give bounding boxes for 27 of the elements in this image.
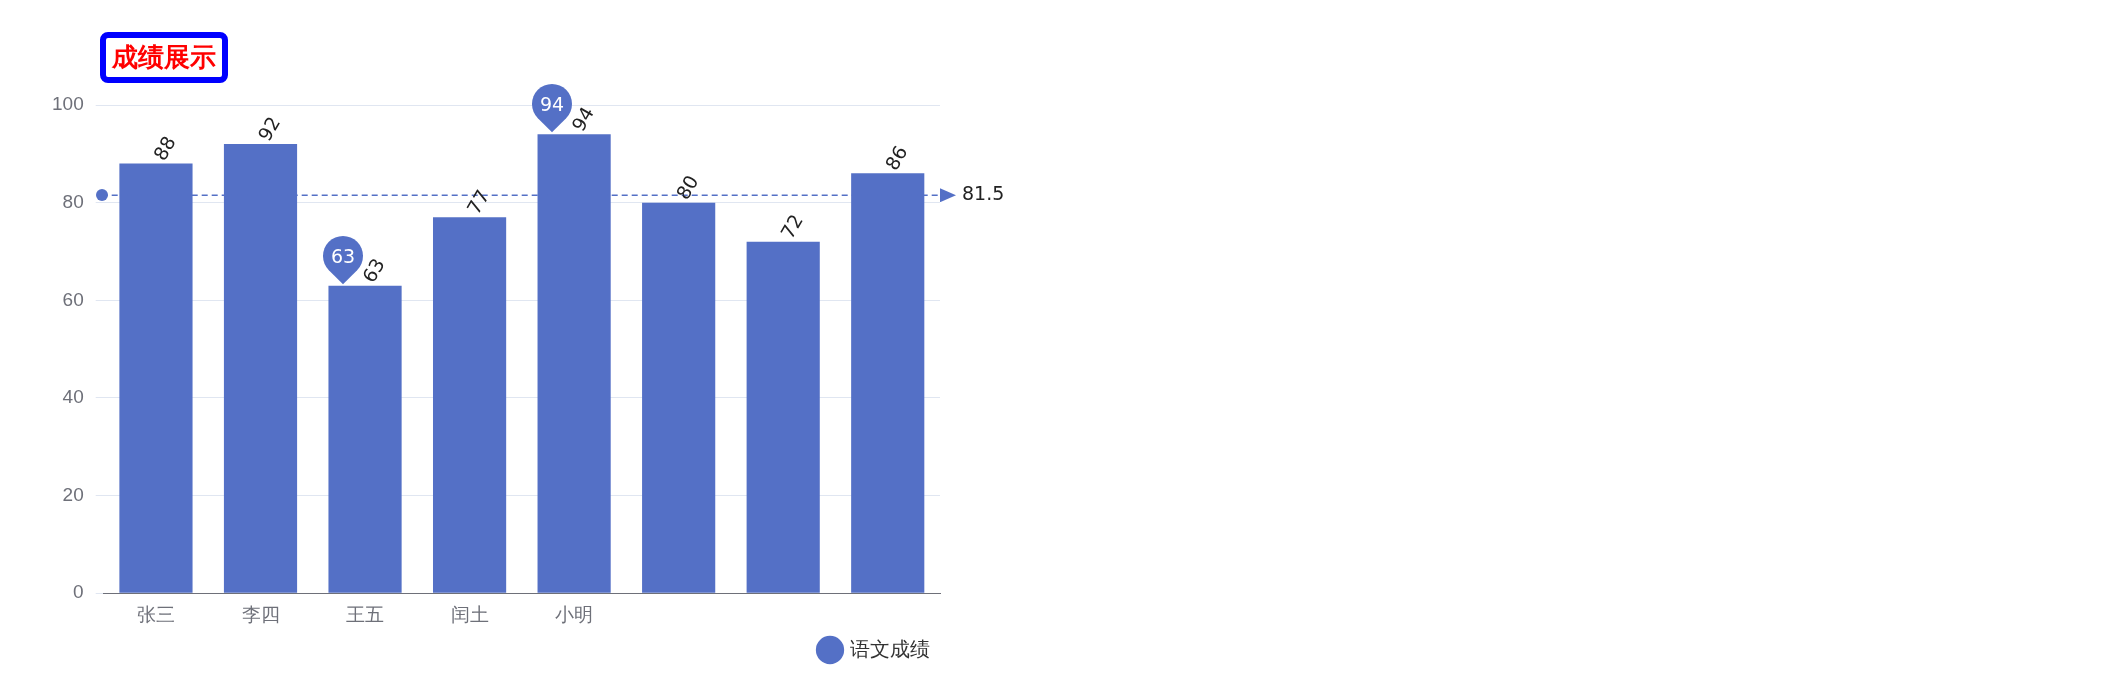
data-label: 77 (462, 185, 494, 218)
x-tick-label: 王五 (346, 603, 385, 625)
data-label: 88 (148, 132, 180, 165)
y-tick-label: 40 (62, 386, 84, 408)
data-label: 80 (671, 171, 703, 204)
y-tick-label: 20 (62, 483, 84, 505)
ref-line-label: 81.5 (962, 182, 1005, 205)
annotation: 63 (330, 244, 356, 267)
legend-label: 语文成绩 (850, 637, 930, 660)
data-label: 94 (566, 102, 598, 135)
data-label: 72 (775, 210, 808, 243)
data-label: 86 (880, 141, 912, 174)
data-label: 63 (357, 254, 389, 287)
y-tick-label: 0 (73, 581, 84, 603)
y-tick-label: 100 (52, 93, 84, 115)
annotation: 94 (540, 93, 565, 116)
bar (432, 217, 507, 593)
data-label: 92 (253, 112, 285, 145)
bar (746, 241, 820, 593)
x-tick-label: 张三 (136, 603, 175, 625)
y-tick-label: 60 (62, 288, 84, 310)
y-tick-label: 80 (62, 190, 84, 212)
x-tick-label: 闰土 (450, 603, 489, 625)
bar (642, 202, 716, 593)
chart-title: 成绩展示 (100, 32, 228, 83)
x-tick-label: 李四 (241, 603, 280, 625)
x-tick-label: 小明 (555, 603, 594, 625)
